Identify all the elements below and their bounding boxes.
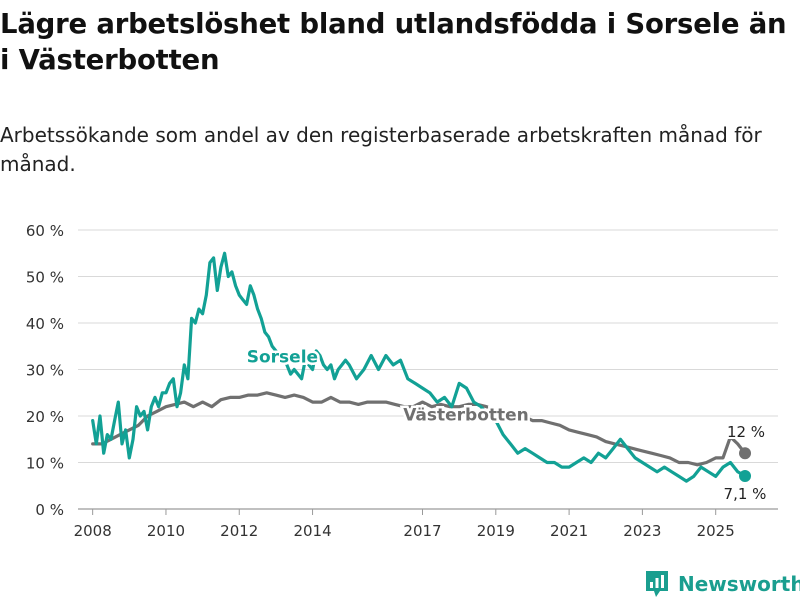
y-tick-label: 10 % [26, 455, 64, 473]
series-label-vasterbotten: Västerbotten [403, 406, 529, 426]
x-tick-label: 2025 [697, 522, 735, 540]
x-tick-label: 2017 [403, 522, 441, 540]
series-end-point-vasterbotten [739, 447, 752, 460]
newsworthy-logo-icon [646, 571, 668, 597]
x-tick-label: 2010 [147, 522, 185, 540]
x-tick-label: 2023 [623, 522, 661, 540]
end-value-label-sorsele: 7,1 % [724, 485, 767, 503]
x-tick-label: 2021 [550, 522, 588, 540]
chart-subtitle: Arbetssökande som andel av den registerb… [0, 123, 762, 176]
y-tick-label: 20 % [26, 408, 64, 426]
end-value-label-vasterbotten: 12 % [727, 423, 765, 441]
x-tick-label: 2014 [293, 522, 331, 540]
y-tick-label: 0 % [35, 501, 64, 519]
y-tick-label: 40 % [26, 315, 64, 333]
brand-name: Newsworthy [678, 572, 800, 596]
y-tick-label: 30 % [26, 362, 64, 380]
y-tick-label: 60 % [26, 222, 64, 240]
chart-title: Lägre arbetslöshet bland utlandsfödda i … [0, 8, 787, 76]
x-tick-label: 2019 [477, 522, 515, 540]
brand-logo: Newsworthy [644, 568, 800, 600]
y-tick-label: 50 % [26, 269, 64, 287]
series-line-vasterbotten [91, 391, 747, 467]
x-tick-label: 2012 [220, 522, 258, 540]
series-line-sorsele [91, 251, 747, 483]
series-end-point-sorsele [739, 469, 752, 482]
series-label-sorsele: Sorsele [247, 348, 318, 368]
x-tick-label: 2008 [74, 522, 112, 540]
